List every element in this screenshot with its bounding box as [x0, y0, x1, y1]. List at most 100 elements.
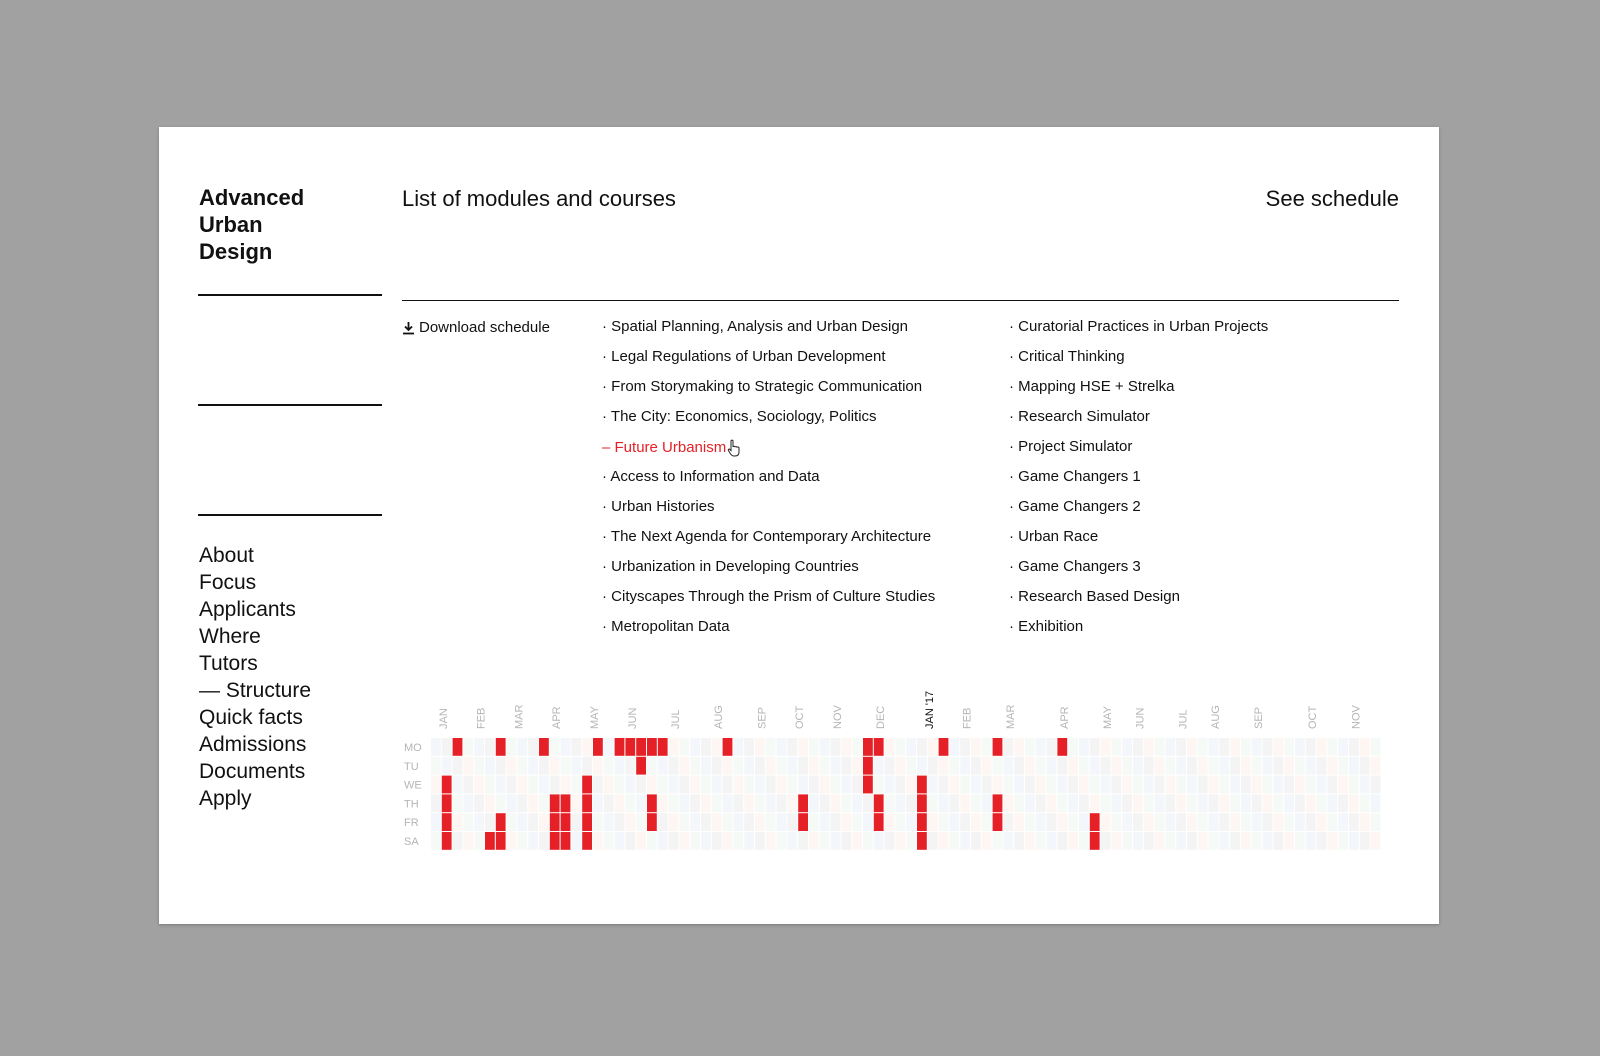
- module-item[interactable]: · Cityscapes Through the Prism of Cultur…: [602, 589, 935, 619]
- module-item-label: Future Urbanism: [614, 439, 727, 456]
- schedule-cell: [1165, 775, 1176, 794]
- schedule-cell: [1014, 832, 1024, 850]
- nav-item-documents[interactable]: Documents: [199, 760, 306, 783]
- month-label: JUL: [1178, 709, 1190, 729]
- nav-item-admissions[interactable]: Admissions: [199, 733, 307, 756]
- schedule-cell: [517, 738, 528, 756]
- schedule-cell: [1111, 794, 1122, 813]
- schedule-cell: [776, 813, 787, 831]
- schedule-cell: [776, 738, 787, 756]
- module-item[interactable]: – Future Urbanism: [602, 439, 935, 469]
- nav-item-structure[interactable]: — Structure: [199, 679, 312, 702]
- schedule-cell: [636, 832, 646, 850]
- schedule-cell: [1165, 813, 1176, 831]
- schedule-cell: [711, 813, 722, 831]
- schedule-cell: [701, 794, 711, 813]
- module-item[interactable]: · Urban Histories: [602, 499, 935, 529]
- schedule-cell: [668, 813, 679, 831]
- schedule-cell: [1349, 813, 1359, 831]
- module-item[interactable]: · Access to Information and Data: [602, 469, 935, 499]
- schedule-cell: [981, 832, 992, 850]
- module-item[interactable]: · Mapping HSE + Strelka: [1009, 379, 1268, 409]
- module-item[interactable]: · Urban Race: [1009, 529, 1268, 559]
- brand-title[interactable]: Advanced Urban Design: [199, 184, 304, 265]
- module-item[interactable]: · Curatorial Practices in Urban Projects: [1009, 319, 1268, 349]
- schedule-cell: [1187, 775, 1197, 794]
- schedule-cell: [1187, 794, 1197, 813]
- module-item[interactable]: · Research Simulator: [1009, 409, 1268, 439]
- schedule-cell: [1035, 756, 1046, 775]
- see-schedule-link[interactable]: See schedule: [1265, 186, 1399, 211]
- nav-item-apply[interactable]: Apply: [199, 787, 252, 810]
- schedule-cell: [1262, 775, 1273, 794]
- module-item[interactable]: · Exhibition: [1009, 619, 1268, 649]
- schedule-cell: [765, 756, 776, 775]
- module-item[interactable]: · Critical Thinking: [1009, 349, 1268, 379]
- schedule-cell: [765, 775, 776, 794]
- schedule-cell: [1295, 738, 1305, 756]
- schedule-cell: [571, 832, 582, 850]
- schedule-cell: [776, 794, 787, 813]
- module-item[interactable]: · Game Changers 1: [1009, 469, 1268, 499]
- nav-item-about[interactable]: About: [199, 544, 254, 567]
- module-item[interactable]: · Urbanization in Developing Countries: [602, 559, 935, 589]
- schedule-cell: [1165, 794, 1176, 813]
- nav-item-where[interactable]: Where: [199, 625, 261, 648]
- schedule-cell: [949, 832, 960, 850]
- module-item-label: Game Changers 1: [1018, 468, 1141, 485]
- module-item[interactable]: · Legal Regulations of Urban Development: [602, 349, 935, 379]
- schedule-cell: [1100, 775, 1111, 794]
- schedule-cell-active: [1057, 738, 1068, 756]
- schedule-cell: [776, 756, 787, 775]
- module-item[interactable]: · From Storymaking to Strategic Communic…: [602, 379, 935, 409]
- day-label: SA: [404, 836, 419, 848]
- schedule-cell: [517, 794, 528, 813]
- module-item[interactable]: · Spatial Planning, Analysis and Urban D…: [602, 319, 935, 349]
- nav-item-focus[interactable]: Focus: [199, 571, 257, 594]
- schedule-cell: [647, 756, 657, 775]
- module-item[interactable]: · Game Changers 2: [1009, 499, 1268, 529]
- brand-line-2: Urban: [199, 212, 263, 237]
- module-item[interactable]: · Game Changers 3: [1009, 559, 1268, 589]
- schedule-cell: [1305, 813, 1316, 831]
- schedule-cell: [722, 756, 733, 775]
- schedule-cell: [1025, 832, 1035, 850]
- schedule-cell-active: [798, 813, 808, 831]
- schedule-cell: [452, 775, 463, 794]
- schedule-cell: [1143, 738, 1154, 756]
- schedule-cell: [1057, 794, 1068, 813]
- schedule-cell-active: [441, 832, 452, 850]
- schedule-cell: [679, 756, 690, 775]
- month-label: SEP: [1253, 707, 1265, 729]
- schedule-cell: [582, 738, 592, 756]
- module-item[interactable]: · Research Based Design: [1009, 589, 1268, 619]
- schedule-cell: [733, 794, 744, 813]
- nav-item-tutors[interactable]: Tutors: [199, 652, 258, 675]
- schedule-cell: [841, 832, 852, 850]
- schedule-cell-active: [938, 738, 949, 756]
- schedule-cell: [1133, 738, 1143, 756]
- module-item[interactable]: · Project Simulator: [1009, 439, 1268, 469]
- schedule-cell: [690, 738, 700, 756]
- module-item-label: Urban Histories: [611, 498, 715, 515]
- schedule-cell: [1338, 775, 1348, 794]
- schedule-cell: [571, 794, 582, 813]
- schedule-cell: [938, 813, 949, 831]
- schedule-cell: [1100, 738, 1111, 756]
- schedule-cell: [1187, 756, 1197, 775]
- schedule-cell-active: [647, 794, 657, 813]
- schedule-cell: [765, 813, 776, 831]
- module-item[interactable]: · The City: Economics, Sociology, Politi…: [602, 409, 935, 439]
- schedule-cell: [1208, 775, 1219, 794]
- module-item[interactable]: · Metropolitan Data: [602, 619, 935, 649]
- nav-item-quick-facts[interactable]: Quick facts: [199, 706, 303, 729]
- schedule-cell: [1295, 756, 1305, 775]
- schedule-cell: [528, 756, 538, 775]
- nav-item-applicants[interactable]: Applicants: [199, 598, 296, 621]
- schedule-cell: [884, 832, 895, 850]
- download-schedule-link[interactable]: Download schedule: [402, 319, 550, 336]
- module-item[interactable]: · The Next Agenda for Contemporary Archi…: [602, 529, 935, 559]
- schedule-cell: [593, 832, 603, 850]
- schedule-cell: [474, 794, 484, 813]
- schedule-cell: [571, 813, 582, 831]
